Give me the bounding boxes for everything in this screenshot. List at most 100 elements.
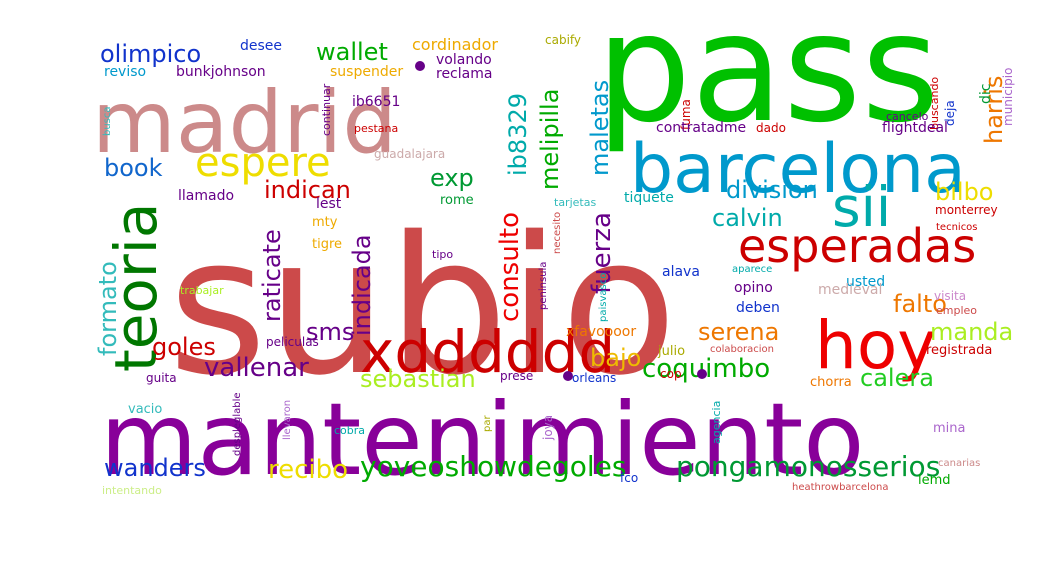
word-serena: serena bbox=[698, 318, 779, 346]
word-melipilla: melipilla bbox=[536, 89, 564, 190]
word-desee: desee bbox=[240, 38, 282, 54]
word-despleglable: despleglable bbox=[232, 392, 243, 456]
word-tiquete: tiquete bbox=[624, 190, 674, 206]
dot-mark bbox=[415, 61, 425, 71]
word-indicada: indicada bbox=[348, 234, 376, 336]
word-dado: dado bbox=[756, 121, 786, 135]
word-busca: busca bbox=[102, 106, 113, 136]
word-wallet: wallet bbox=[316, 38, 388, 66]
word-registrada: registrada bbox=[926, 343, 992, 358]
word-sebastian: sebastian bbox=[360, 365, 476, 393]
word-ib8329: ib8329 bbox=[504, 93, 532, 176]
word-coquimbo: coquimbo bbox=[642, 354, 770, 384]
word-monterrey: monterrey bbox=[935, 203, 998, 217]
word-agencia: agencia bbox=[710, 401, 723, 444]
word-visita: visita bbox=[934, 289, 966, 303]
word-julio: julio bbox=[657, 344, 685, 359]
word-municipio: municipio bbox=[1001, 68, 1015, 126]
word-canarias: canarias bbox=[938, 458, 980, 469]
word-hoy: hoy bbox=[815, 307, 936, 384]
word-reviso: reviso bbox=[104, 64, 146, 80]
word-sii: sii bbox=[832, 175, 891, 239]
word-indican: indican bbox=[264, 176, 351, 204]
word-llevaron: llevaron bbox=[282, 400, 293, 440]
word-heathrowbarcelona: heathrowbarcelona bbox=[792, 482, 888, 493]
word-consulto: consulto bbox=[495, 212, 525, 322]
word-sms: sms bbox=[306, 318, 354, 346]
word-espere: espere bbox=[195, 140, 331, 186]
word-xfavoooor: xfavoooor bbox=[566, 324, 636, 340]
word-wanders: wanders bbox=[104, 454, 206, 482]
word-colaboracion: colaboracion bbox=[710, 344, 774, 355]
word-fco: fco bbox=[620, 471, 638, 485]
word-formato: formato bbox=[94, 261, 122, 356]
word-harris: harris bbox=[980, 76, 1008, 144]
word-lest: lest bbox=[316, 196, 342, 212]
word-book: book bbox=[104, 154, 163, 182]
word-esperadas: esperadas bbox=[738, 219, 976, 273]
word-cabify: cabify bbox=[545, 33, 581, 47]
word-fuma: fuma bbox=[679, 99, 693, 130]
word-subio: subio bbox=[168, 196, 677, 417]
word-intentando: intentando bbox=[102, 484, 162, 497]
word-vallenar: vallenar bbox=[204, 353, 309, 383]
word-mina: mina bbox=[933, 421, 965, 436]
word-par: par bbox=[482, 415, 493, 432]
word-opino: opino bbox=[734, 280, 773, 296]
word-fuerza: fuerza bbox=[587, 212, 617, 294]
word-recibo: recibo bbox=[268, 455, 348, 485]
word-cobra: cobra bbox=[334, 424, 365, 437]
word-cordinador: cordinador bbox=[412, 35, 498, 54]
word-continuar: continuar bbox=[320, 83, 333, 136]
word-ib6651: ib6651 bbox=[352, 94, 400, 110]
word-paisvasco: paisvasco bbox=[598, 273, 609, 322]
word-tarjetas: tarjetas bbox=[554, 196, 596, 209]
word-empleo: empleo bbox=[936, 304, 977, 317]
word-cancelo: cancelo bbox=[886, 110, 929, 123]
word-tecnicos: tecnicos bbox=[936, 222, 978, 233]
word-cop: cop bbox=[660, 367, 682, 381]
word-yoveoshowdegoles: yoveoshowdegoles bbox=[360, 450, 627, 483]
word-pongamonosserios: pongamonosserios bbox=[676, 450, 940, 483]
word-aparece: aparece bbox=[732, 264, 772, 275]
word-flightdeal: flightdeal bbox=[882, 120, 948, 136]
word-peliculas: peliculas bbox=[266, 335, 319, 349]
word-vacio: vacio bbox=[128, 402, 162, 417]
word-usted: usted bbox=[846, 274, 885, 290]
word-orleans: orleans bbox=[572, 371, 616, 385]
word-olimpico: olimpico bbox=[100, 40, 201, 68]
word-goles: goles bbox=[152, 333, 216, 361]
word-madrid: madrid bbox=[92, 73, 397, 173]
word-necesito: necesito bbox=[552, 212, 563, 254]
word-bajo: bajo bbox=[590, 344, 641, 372]
word-teoria: teoria bbox=[102, 203, 170, 372]
word-calvin: calvin bbox=[712, 204, 783, 232]
word-alava: alava bbox=[662, 264, 700, 280]
word-tigre: tigre bbox=[312, 237, 342, 252]
word-chorra: chorra bbox=[810, 375, 852, 390]
word-guadalajara: guadalajara bbox=[374, 147, 445, 161]
word-tipo: tipo bbox=[432, 248, 453, 261]
word-mty: mty bbox=[312, 215, 338, 230]
word-barcelona: barcelona bbox=[630, 130, 966, 209]
word-reclama: reclama bbox=[436, 66, 492, 82]
word-peninsula: peninsula bbox=[538, 262, 549, 310]
dot-mark bbox=[697, 369, 707, 379]
word-raticate: raticate bbox=[258, 229, 286, 322]
word-rome: rome bbox=[440, 193, 474, 208]
word-maletas: maletas bbox=[586, 80, 614, 176]
word-guita: guita bbox=[146, 371, 177, 385]
word-falto: falto bbox=[893, 290, 947, 318]
word-deja: deja bbox=[943, 100, 957, 126]
word-contratadme: contratadme bbox=[656, 120, 746, 136]
word-division: division bbox=[726, 176, 818, 204]
word-pestana: pestana bbox=[354, 122, 398, 135]
word-prese: prese bbox=[500, 369, 533, 383]
dot-mark bbox=[563, 371, 573, 381]
word-medieval: medieval bbox=[818, 282, 882, 298]
word-joya: joya bbox=[541, 415, 555, 441]
word-volando: volando bbox=[436, 52, 492, 68]
word-manda: manda bbox=[930, 318, 1013, 346]
word-bunkjohnson: bunkjohnson bbox=[176, 64, 266, 80]
